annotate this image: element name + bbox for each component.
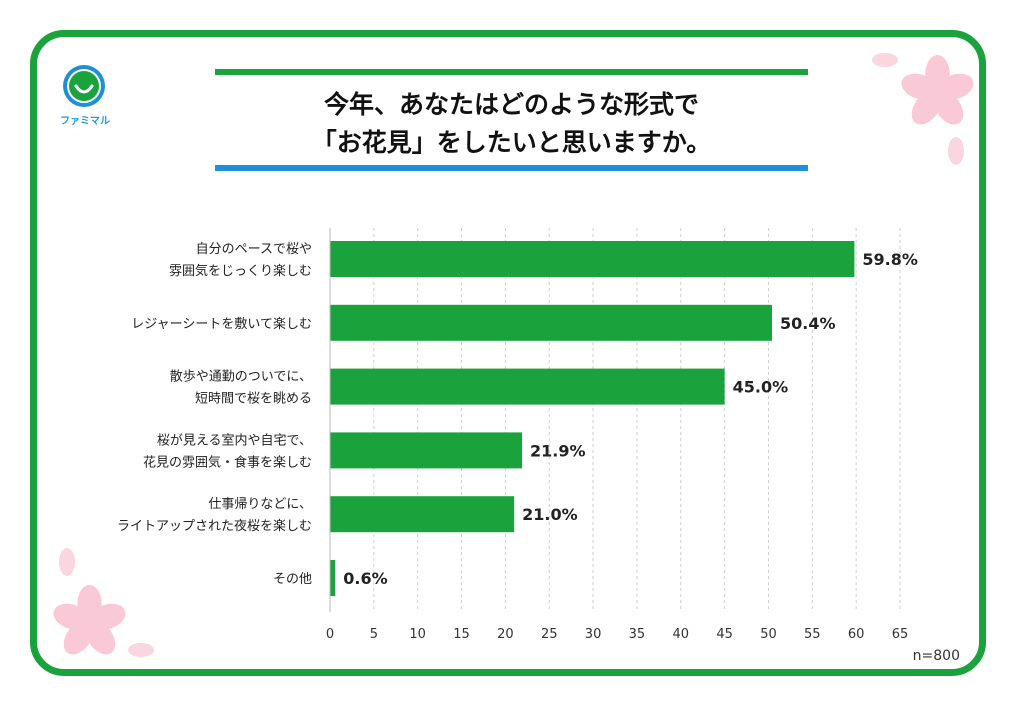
smile-circle-icon	[63, 65, 105, 107]
x-tick-label: 10	[409, 627, 426, 642]
category-label: レジャーシートを敷いて楽しむ	[131, 316, 312, 332]
bar	[330, 241, 855, 277]
cherry-blossom-icon	[901, 55, 974, 125]
x-tick-label: 0	[326, 627, 334, 642]
title-line-1: 今年、あなたはどのような形式で	[323, 90, 699, 119]
x-tick-label: 30	[585, 627, 602, 642]
x-tick-label: 20	[497, 627, 514, 642]
petal-icon	[128, 643, 154, 657]
x-tick-label: 15	[453, 627, 470, 642]
bar	[330, 432, 523, 469]
data-label: 0.6%	[343, 569, 387, 588]
chart-title: 今年、あなたはどのような形式で 「お花見」をしたいと思いますか。	[215, 86, 808, 162]
category-label: 花見の雰囲気・食事を楽しむ	[143, 454, 312, 470]
bar	[330, 496, 515, 533]
data-label: 45.0%	[733, 378, 789, 397]
brand-name: ファミマル	[60, 116, 110, 127]
title-top-line	[215, 69, 808, 75]
category-label: 雰囲気をじっくり楽しむ	[169, 263, 312, 279]
x-tick-label: 35	[629, 627, 646, 642]
cherry-blossom-icon	[53, 585, 126, 655]
x-tick-label: 65	[892, 627, 909, 642]
data-label: 21.9%	[530, 441, 586, 460]
x-tick-label: 25	[541, 627, 558, 642]
title-line-2: 「お花見」をしたいと思いますか。	[311, 128, 712, 157]
x-tick-label: 60	[848, 627, 865, 642]
x-tick-label: 45	[716, 627, 733, 642]
x-tick-label: 50	[760, 627, 777, 642]
category-label: その他	[273, 572, 312, 587]
category-label: ライトアップされた夜桜を楽しむ	[117, 518, 312, 534]
category-label: 自分のペースで桜や	[196, 242, 312, 257]
chart-frame	[30, 30, 986, 676]
petal-icon	[948, 137, 964, 165]
bar	[330, 560, 336, 596]
data-label: 21.0%	[522, 505, 578, 524]
bar	[330, 368, 725, 405]
data-label: 50.4%	[780, 314, 836, 333]
petal-icon	[872, 53, 898, 67]
x-tick-label: 40	[672, 627, 689, 642]
category-label: 仕事帰りなどに、	[208, 496, 312, 512]
bar	[330, 304, 772, 341]
category-label: 散歩や通勤のついでに、	[170, 370, 312, 385]
petal-icon	[59, 548, 75, 576]
x-tick-label: 5	[370, 627, 378, 642]
category-label: 短時間で桜を眺める	[195, 392, 312, 407]
title-bottom-line	[215, 165, 808, 171]
category-label: 桜が見える室内や自宅で、	[157, 432, 312, 448]
data-label: 59.8%	[862, 250, 918, 269]
sample-size-note: n=800	[913, 648, 960, 664]
x-tick-label: 55	[804, 627, 821, 642]
